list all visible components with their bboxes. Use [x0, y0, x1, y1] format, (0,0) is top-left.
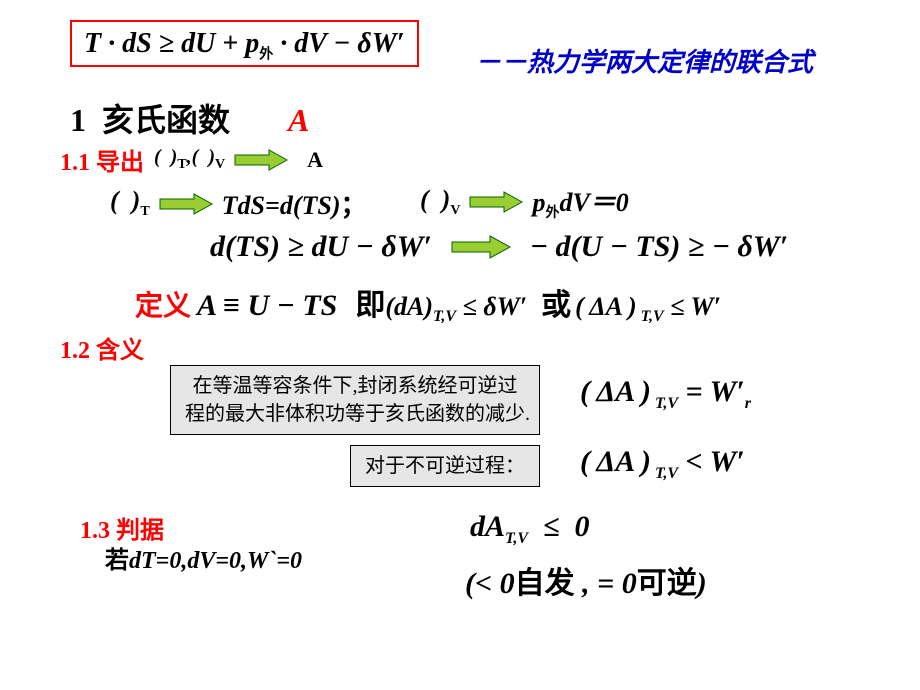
eq-dTS: d(TS) ≥ dU − δW′ — [210, 230, 432, 264]
arrow-icon — [468, 191, 524, 213]
section-1-title: 1 亥氏函数 — [70, 102, 238, 138]
criterion-note: (< 0自发 , = 0可逆) — [465, 567, 707, 600]
eq-dUTS: − d(U − TS) ≥ − δW′ — [530, 230, 788, 264]
criterion-eq: dAT,V ≤ 0 — [470, 510, 589, 543]
or-label: 或 — [541, 280, 571, 324]
meaning-box-2: 对于不可逆过程： — [350, 445, 540, 487]
eq-TdS: TdS=d(TS)； — [222, 185, 367, 222]
arrow-icon — [450, 235, 512, 259]
cond-T: ( )T — [110, 186, 150, 220]
eq-dA-eq-Wr: ( ΔA ) T,V = W′r — [580, 375, 751, 408]
main-equation: T · dS ≥ dU + p外 · dV − δW′ — [70, 20, 419, 67]
cond-V: ( )V — [420, 185, 460, 219]
then-eq: (dA)T,V ≤ δW′ — [385, 292, 527, 326]
def-eq: A ≡ U − TS — [197, 289, 337, 323]
eq-dA-lt-W: ( ΔA ) T,V < W′ — [580, 445, 745, 478]
s13-cond: 若dT=0,dV=0,W`=0 — [105, 548, 302, 574]
s12-label: 1.2 含义 — [60, 338, 144, 364]
s11-cond: ( )T,( )V — [154, 146, 225, 173]
then-label: 即 — [355, 280, 385, 324]
def-label: 定义 — [135, 284, 191, 324]
or-eq: ( ΔA ) T,V ≤ W′ — [575, 292, 721, 326]
meaning-box-1: 在等温等容条件下,封闭系统经可逆过程的最大非体积功等于亥氏函数的减少. — [170, 365, 540, 435]
s11-label: 1.1 导出 — [60, 142, 144, 177]
eq-pdV: p外dV＝0 — [532, 182, 628, 222]
symbol-A: A — [288, 102, 309, 138]
s11-result: A — [307, 147, 323, 173]
arrow-icon — [233, 149, 289, 171]
header-caption: －－热力学两大定律的联合式 — [475, 48, 813, 77]
arrow-icon — [158, 193, 214, 215]
